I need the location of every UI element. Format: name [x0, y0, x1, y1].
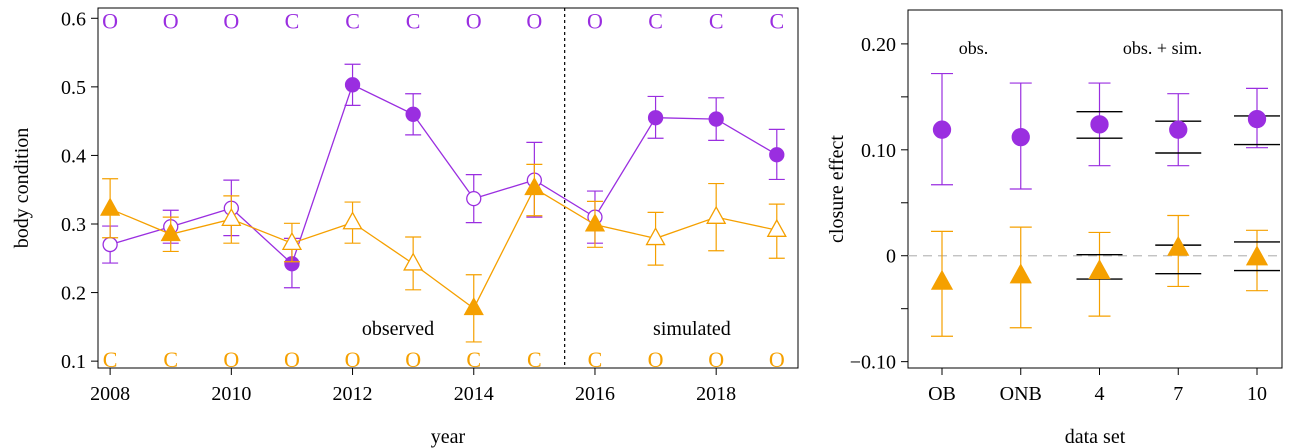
orange-point — [1009, 263, 1032, 284]
y-tick-label: 0.4 — [61, 145, 86, 167]
purple-series-line — [109, 83, 778, 265]
orange-point — [463, 296, 484, 316]
x-tick-label: 2018 — [696, 383, 736, 405]
bottom-status-letter: C — [588, 347, 603, 372]
bottom-status-letter: O — [648, 347, 664, 372]
purple-point — [344, 77, 361, 93]
bottom-status-letter: C — [527, 347, 542, 372]
orange-point — [645, 227, 666, 246]
purple-point — [1090, 115, 1109, 134]
top-status-letter: C — [406, 8, 421, 33]
y-tick-label: 0.3 — [61, 214, 86, 236]
top-status-letter: O — [466, 8, 482, 33]
x-tick-label: 2016 — [575, 383, 615, 405]
y-tick-label: 0.1 — [61, 351, 86, 373]
top-status-letter: O — [223, 8, 239, 33]
y-tick-label: 0.5 — [61, 77, 86, 99]
top-status-letter: C — [709, 8, 724, 33]
purple-point — [102, 236, 118, 253]
bottom-status-letter: O — [223, 347, 239, 372]
region-label: simulated — [653, 318, 731, 340]
top-status-letter: O — [526, 8, 542, 33]
region-label: observed — [362, 318, 434, 340]
orange-point — [766, 218, 787, 237]
purple-point — [708, 111, 724, 127]
orange-point — [1167, 235, 1190, 256]
x-tick-label: 10 — [1247, 383, 1267, 405]
purple-point — [932, 120, 952, 139]
bottom-status-letter: O — [345, 347, 361, 372]
purple-point — [1169, 120, 1188, 139]
orange-point — [221, 207, 242, 227]
top-status-letter: O — [102, 8, 118, 33]
orange-point — [342, 211, 363, 230]
orange-point — [160, 222, 181, 242]
group-label: obs. + sim. — [1123, 38, 1202, 58]
x-tick-label: OB — [928, 383, 956, 405]
y-tick-label: 0.2 — [61, 283, 86, 305]
y-tick-label: 0.10 — [861, 140, 896, 162]
x-tick-label: 2010 — [211, 383, 251, 405]
y-axis-label: closure effect — [826, 135, 848, 243]
purple-point — [466, 190, 482, 207]
orange-point — [584, 213, 606, 232]
purple-point — [647, 110, 664, 126]
top-status-letter: C — [285, 8, 300, 33]
orange-point — [281, 231, 303, 251]
purple-point — [1247, 109, 1267, 129]
x-axis-label: year — [431, 426, 466, 448]
top-status-letter: C — [769, 8, 784, 33]
x-axis-label: data set — [1065, 426, 1126, 448]
group-label: obs. — [959, 38, 989, 58]
orange-point — [930, 269, 954, 290]
x-tick-label: 2008 — [90, 383, 130, 405]
purple-point — [1011, 127, 1030, 147]
bottom-status-letter: O — [284, 347, 300, 372]
purple-point — [405, 106, 421, 122]
orange-series-line — [109, 187, 777, 310]
orange-point — [1088, 259, 1111, 280]
bottom-status-letter: O — [708, 347, 724, 372]
top-status-letter: O — [587, 8, 603, 33]
orange-point — [524, 176, 545, 196]
bottom-status-letter: C — [163, 347, 178, 372]
y-tick-label: 0 — [886, 246, 896, 268]
right-plot-frame — [907, 9, 1283, 369]
orange-point — [100, 197, 121, 216]
y-tick-label: 0.20 — [861, 34, 896, 56]
bottom-status-letter: C — [466, 347, 481, 372]
y-axis-label: body condition — [11, 128, 33, 249]
bottom-status-letter: O — [405, 347, 421, 372]
orange-point — [1245, 245, 1269, 266]
x-tick-label: 2014 — [454, 383, 494, 405]
x-tick-label: 7 — [1173, 383, 1183, 405]
x-tick-label: 2012 — [333, 383, 373, 405]
x-tick-label: 4 — [1095, 383, 1105, 405]
top-status-letter: O — [163, 8, 179, 33]
bottom-status-letter: C — [103, 347, 118, 372]
orange-point — [706, 205, 727, 224]
purple-point — [769, 147, 785, 163]
orange-point — [403, 252, 424, 271]
bottom-status-letter: O — [769, 347, 785, 372]
y-tick-label: 0.6 — [61, 8, 86, 30]
top-status-letter: C — [648, 8, 663, 33]
x-tick-label: ONB — [1000, 383, 1042, 405]
top-status-letter: C — [345, 8, 360, 33]
left-plot-frame — [97, 7, 799, 369]
y-tick-label: −0.10 — [850, 352, 896, 374]
